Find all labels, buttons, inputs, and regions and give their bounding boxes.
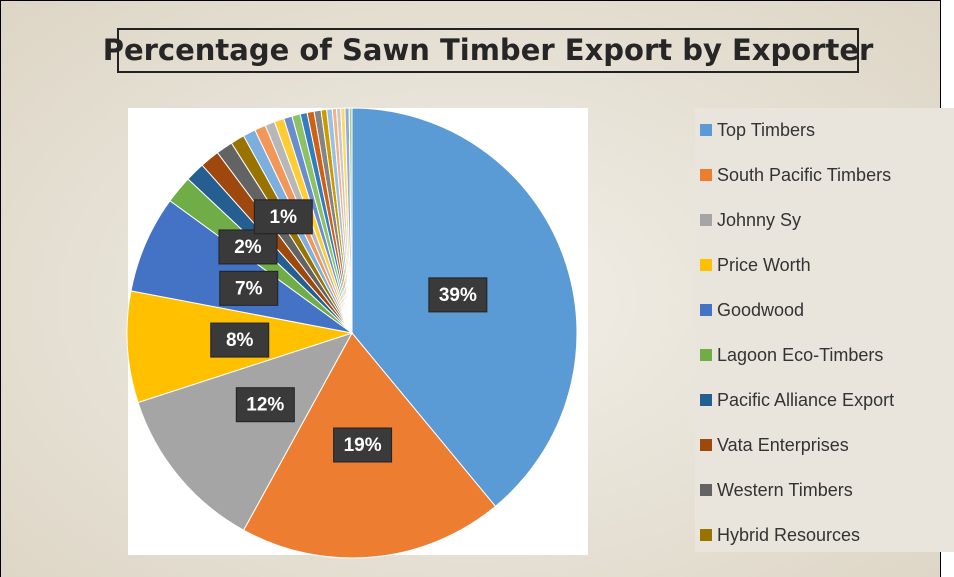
value-label-box bbox=[219, 270, 279, 306]
legend-swatch bbox=[700, 214, 712, 226]
legend-swatch bbox=[700, 349, 712, 361]
value-label: 39% bbox=[439, 285, 477, 306]
legend-label: Pacific Alliance Export bbox=[717, 390, 894, 410]
pie-slice bbox=[348, 107, 353, 334]
legend-label: Goodwood bbox=[717, 300, 804, 320]
value-label-box bbox=[428, 277, 488, 313]
legend-label: Johnny Sy bbox=[717, 210, 801, 230]
legend-swatch bbox=[700, 439, 712, 451]
value-label: 7% bbox=[235, 278, 263, 299]
value-label-box bbox=[210, 322, 270, 358]
legend-label: Western Timbers bbox=[717, 480, 853, 500]
value-label: 1% bbox=[270, 207, 298, 228]
value-label-box bbox=[235, 387, 295, 423]
legend-swatch bbox=[700, 529, 712, 541]
legend-swatch bbox=[700, 124, 712, 136]
legend-label: Top Timbers bbox=[717, 120, 815, 140]
legend-swatch bbox=[700, 259, 712, 271]
legend-box bbox=[695, 108, 954, 552]
legend-label: Price Worth bbox=[717, 255, 811, 275]
legend-swatch bbox=[700, 169, 712, 181]
legend-label: Lagoon Eco-Timbers bbox=[717, 345, 883, 365]
value-label-box bbox=[218, 229, 278, 265]
legend-label: South Pacific Timbers bbox=[717, 165, 891, 185]
legend-label: Vata Enterprises bbox=[717, 435, 849, 455]
value-label-box bbox=[253, 199, 313, 235]
legend-swatch bbox=[700, 304, 712, 316]
pie-slice bbox=[137, 332, 354, 531]
legend-label: Hybrid Resources bbox=[717, 525, 860, 545]
chart-title: Percentage of Sawn Timber Export by Expo… bbox=[103, 33, 874, 67]
value-label: 2% bbox=[234, 237, 262, 258]
title-box bbox=[117, 28, 859, 73]
value-label: 8% bbox=[226, 330, 254, 351]
value-label-box bbox=[333, 427, 393, 463]
value-label: 12% bbox=[246, 395, 284, 416]
legend-swatch bbox=[700, 484, 712, 496]
value-label: 19% bbox=[344, 435, 382, 456]
legend-swatch bbox=[700, 394, 712, 406]
